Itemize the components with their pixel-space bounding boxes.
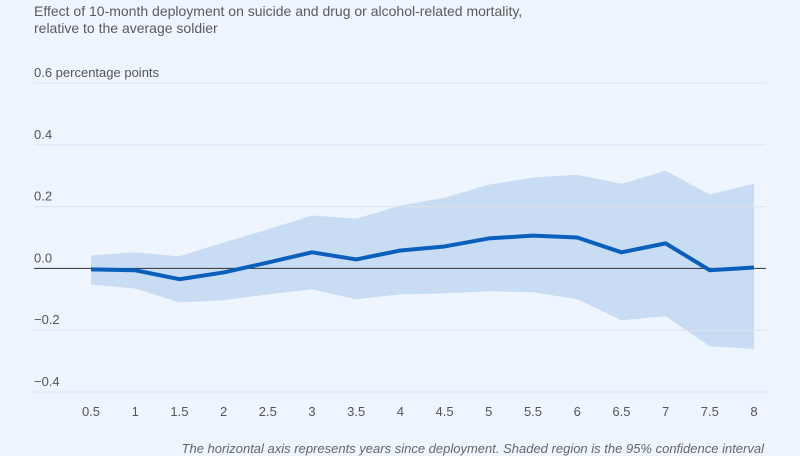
y-tick-label: 0.4 [34,127,52,142]
y-tick-label: 0.2 [34,189,52,204]
x-tick-label: 0.5 [82,404,100,419]
x-tick-label: 2.5 [259,404,277,419]
x-tick-label: 3.5 [347,404,365,419]
y-tick-label: −0.2 [34,312,60,327]
x-tick-label: 4.5 [436,404,454,419]
x-tick-label: 1.5 [170,404,188,419]
x-tick-label: 7 [662,404,669,419]
chart-note: The horizontal axis represents years sin… [181,441,764,456]
y-tick-label: 0.6 percentage points [34,65,160,80]
x-tick-label: 4 [397,404,404,419]
confidence-band [91,170,754,350]
x-tick-label: 8 [750,404,757,419]
chart-title: Effect of 10-month deployment on suicide… [34,3,523,36]
x-tick-label: 5 [485,404,492,419]
x-tick-label: 5.5 [524,404,542,419]
series-line [90,233,755,282]
x-tick-label: 3 [308,404,315,419]
x-tick-label: 1 [132,404,139,419]
x-tick-label: 7.5 [701,404,719,419]
x-tick-label: 6 [574,404,581,419]
y-tick-label: −0.4 [34,374,60,389]
y-tick-label: 0.0 [34,250,52,265]
x-tick-label: 6.5 [612,404,630,419]
x-tick-label: 2 [220,404,227,419]
